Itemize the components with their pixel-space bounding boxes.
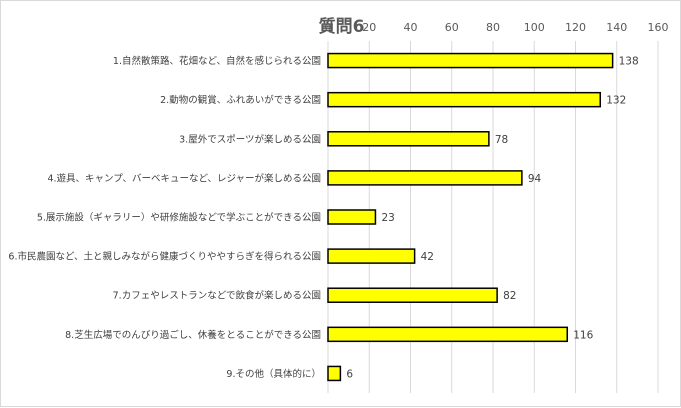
category-label: 5.展示施設（ギャラリー）や研修施設などで学ぶことができる公園 xyxy=(37,212,321,224)
category-label: 4.遊具、キャンプ、バーベキューなど、レジャーが楽しめる公園 xyxy=(47,172,321,184)
bar xyxy=(327,131,490,147)
bars xyxy=(327,52,614,382)
x-tick-label: 40 xyxy=(404,21,418,34)
x-tick-label: 120 xyxy=(565,21,586,34)
data-label: 6 xyxy=(346,368,353,380)
data-label: 94 xyxy=(528,173,542,185)
category-label: 7.カフェやレストランなどで飲食が楽しめる公園 xyxy=(113,290,321,302)
bar xyxy=(327,365,342,382)
category-label: 9.その他（具体的に） xyxy=(226,368,321,380)
data-label: 78 xyxy=(495,134,508,146)
category-label: 1.自然散策路、花畑など、自然を感じられる公園 xyxy=(113,55,321,67)
category-label: 6.市民農園など、土と親しみながら健康づくりややすらぎを得られる公園 xyxy=(8,251,321,263)
x-tick-label: 20 xyxy=(362,21,376,34)
data-label: 42 xyxy=(421,251,434,263)
chart-title: 質問6 xyxy=(318,17,365,37)
data-label: 132 xyxy=(606,95,626,107)
category-label: 2.動物の観賞、ふれあいができる公園 xyxy=(160,94,321,106)
data-label: 116 xyxy=(573,329,593,341)
bar xyxy=(327,326,568,343)
category-label: 8.芝生広場でのんびり過ごし、休養をとることができる公園 xyxy=(65,329,321,341)
category-labels: 1.自然散策路、花畑など、自然を感じられる公園 2.動物の観賞、ふれあいができる公… xyxy=(8,55,321,380)
data-labels: 138 132 78 94 23 42 82 116 6 xyxy=(346,56,638,381)
x-tick-label: 60 xyxy=(445,21,459,34)
bar xyxy=(327,170,523,186)
bar xyxy=(327,287,498,303)
bar xyxy=(327,248,416,264)
x-tick-label: 0 xyxy=(325,21,332,34)
data-label: 82 xyxy=(503,290,516,302)
x-tick-label: 100 xyxy=(524,21,545,34)
bar xyxy=(327,91,601,108)
data-label: 23 xyxy=(381,212,394,224)
x-tick-label: 80 xyxy=(486,21,500,34)
x-axis-ticks: 0 20 40 60 80 100 120 140 160 xyxy=(325,21,669,34)
x-tick-label: 160 xyxy=(648,21,669,34)
x-tick-label: 140 xyxy=(606,21,627,34)
bar xyxy=(327,209,377,225)
category-label: 3.屋外でスポーツが楽しめる公園 xyxy=(179,133,321,145)
bar xyxy=(327,52,614,69)
data-label: 138 xyxy=(619,56,639,68)
